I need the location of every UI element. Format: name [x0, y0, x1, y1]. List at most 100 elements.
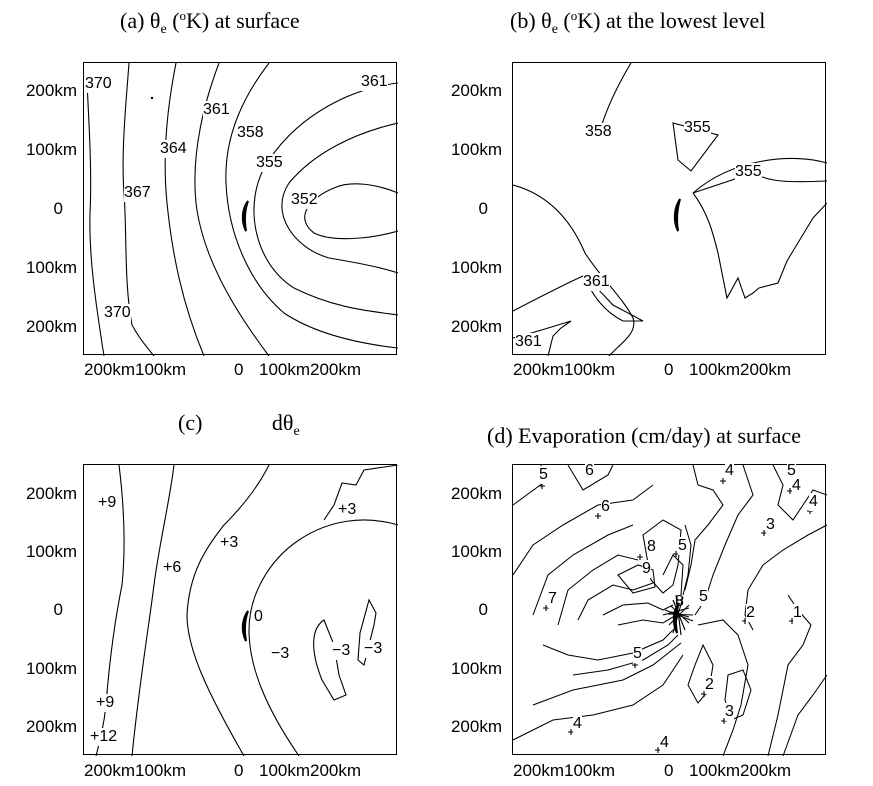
title-text: K) at the lowest level — [577, 8, 766, 33]
y-tick: 0 — [478, 600, 488, 619]
y-tick: 0 — [53, 199, 63, 218]
contour-label: 6 — [585, 462, 594, 480]
title-text: ( — [557, 8, 571, 33]
y-tick: 100km — [25, 140, 77, 159]
x-tick: 200km100km — [84, 360, 187, 379]
contour-label: +12 — [90, 728, 118, 746]
title-text: (c) — [178, 410, 203, 435]
x-tick: 100km200km — [689, 360, 792, 379]
contour-label: 5 — [678, 537, 687, 555]
contour-label: 370 — [85, 75, 112, 93]
x-tick: 200km100km — [513, 360, 616, 379]
title-text: (a) θ — [120, 8, 161, 33]
title-sup: o — [179, 8, 187, 23]
x-tick: 0 — [664, 761, 674, 780]
contour-label: 3 — [725, 703, 734, 721]
contour-label: 5 — [539, 466, 548, 484]
y-tick: 0 — [53, 600, 63, 619]
y-tick: 100km — [450, 659, 502, 678]
y-tick: 200km — [25, 81, 77, 100]
panel-c-plot: +9 +3 +3 +6 0 −3 −3 −3 +9 +12 — [83, 464, 398, 756]
title-sub: e — [293, 424, 300, 439]
title-text: dθ — [271, 410, 294, 435]
contour-label: −3 — [364, 640, 383, 658]
y-tick: 100km — [450, 140, 502, 159]
contour-label: 355 — [256, 154, 283, 172]
contour-label: 4 — [725, 462, 734, 480]
y-tick: 200km — [450, 81, 502, 100]
title-text: (d) Evaporation (cm/day) at surface — [487, 423, 801, 448]
contour-label: 8 — [647, 538, 656, 556]
contour-label: 361 — [361, 73, 388, 91]
y-tick: 200km — [25, 317, 77, 336]
contour-label: 2 — [705, 676, 714, 694]
x-tick: 200km100km — [84, 761, 187, 780]
x-tick: 0 — [234, 360, 244, 379]
contour-label: 2 — [746, 604, 755, 622]
panel-b-plot: 358 355 355 361 361 — [512, 62, 827, 356]
title-sub: e — [551, 22, 558, 37]
x-tick: 200km100km — [513, 761, 616, 780]
x-tick: 0 — [234, 761, 244, 780]
y-tick: 100km — [450, 542, 502, 561]
contour-label: 9 — [642, 560, 651, 578]
contour-label: +6 — [163, 559, 182, 577]
contour-map — [86, 63, 398, 356]
contour-label: 0 — [254, 608, 263, 626]
contour-label: +9 — [98, 494, 117, 512]
contour-label: 352 — [291, 191, 318, 209]
contour-label: 4 — [660, 734, 669, 752]
panel-a-title: (a) θe (oK) at surface — [120, 8, 300, 38]
contour-label: 355 — [735, 163, 762, 181]
y-tick: 200km — [450, 717, 502, 736]
contour-label: 361 — [583, 273, 610, 291]
contour-label: −3 — [332, 642, 351, 660]
contour-label: 4 — [792, 477, 801, 495]
panel-b-title: (b) θe (oK) at the lowest level — [510, 8, 765, 38]
contour-label: 355 — [684, 119, 711, 137]
contour-label: 358 — [585, 123, 612, 141]
y-tick: 100km — [25, 659, 77, 678]
title-text: (b) θ — [510, 8, 552, 33]
contour-label: 5 — [699, 588, 708, 606]
contour-label: 4 — [573, 715, 582, 733]
y-tick: 0 — [478, 199, 488, 218]
panel-c-title: (c) dθe — [178, 410, 300, 440]
y-tick: 200km — [25, 484, 77, 503]
contour-label: +3 — [338, 501, 357, 519]
contour-label: 361 — [203, 101, 230, 119]
title-sub: e — [160, 22, 167, 37]
contour-label: +3 — [220, 534, 239, 552]
contour-label: 364 — [160, 140, 187, 158]
contour-label: −3 — [271, 645, 290, 663]
panel-d-title: (d) Evaporation (cm/day) at surface — [487, 423, 801, 449]
contour-label: 4 — [809, 493, 818, 511]
contour-map — [513, 63, 827, 356]
contour-label: 3 — [766, 516, 775, 534]
y-tick: 100km — [450, 258, 502, 277]
y-tick: 200km — [450, 317, 502, 336]
x-tick: 0 — [664, 360, 674, 379]
contour-label: 5 — [633, 645, 642, 663]
x-tick: 100km200km — [259, 360, 362, 379]
x-tick: 100km200km — [689, 761, 792, 780]
y-tick: 200km — [25, 717, 77, 736]
contour-label: 6 — [601, 498, 610, 516]
title-text: K) at surface — [186, 8, 300, 33]
contour-label: 7 — [548, 590, 557, 608]
title-text: ( — [166, 8, 180, 33]
contour-label: 8 — [675, 593, 684, 610]
title-sup: o — [570, 8, 578, 23]
contour-label: 358 — [237, 124, 264, 142]
y-tick: 100km — [25, 542, 77, 561]
contour-label: 361 — [515, 333, 542, 351]
y-tick: 200km — [450, 484, 502, 503]
contour-label: 367 — [124, 184, 151, 202]
contour-label: 370 — [104, 304, 131, 322]
contour-map — [513, 465, 827, 756]
contour-label: 1 — [793, 604, 802, 622]
panel-a-plot: 370 361 361 358 364 355 367 352 370 — [83, 62, 398, 356]
panel-d-plot: 5 6 4 5 4 6 4 3 8 5 9 7 8 5 2 1 5 2 3 4 … — [512, 462, 827, 756]
contour-label: +9 — [96, 694, 115, 712]
x-tick: 100km200km — [259, 761, 362, 780]
